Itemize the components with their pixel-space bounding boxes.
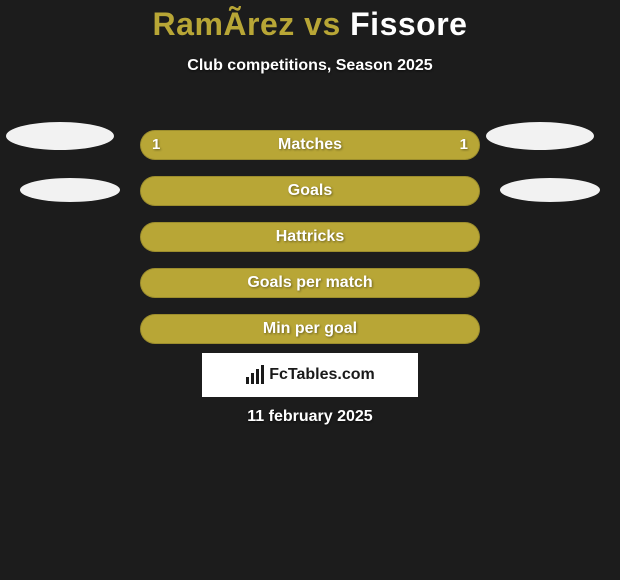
title-player-b: Fissore (350, 6, 467, 42)
title: RamÃ­rez vs Fissore (0, 0, 620, 43)
stat-row: Min per goal (0, 306, 620, 352)
stat-row: Hattricks (0, 214, 620, 260)
stat-label: Hattricks (140, 222, 480, 252)
stat-rows: 1 Matches 1 Goals Hattricks Goals per ma… (0, 122, 620, 352)
stat-row: 1 Matches 1 (0, 122, 620, 168)
title-sep: vs (295, 6, 350, 42)
stat-label: Goals per match (140, 268, 480, 298)
bars-icon (245, 365, 265, 385)
logo-box: FcTables.com (202, 353, 418, 397)
stat-label: Min per goal (140, 314, 480, 344)
stat-label: Matches (140, 130, 480, 160)
comparison-canvas: RamÃ­rez vs Fissore Club competitions, S… (0, 0, 620, 580)
date-text: 11 february 2025 (0, 408, 620, 426)
title-player-a: RamÃ­rez (153, 6, 295, 42)
subtitle: Club competitions, Season 2025 (0, 57, 620, 75)
stat-value-right: 1 (460, 130, 468, 160)
stat-row: Goals per match (0, 260, 620, 306)
logo-text: FcTables.com (269, 366, 375, 384)
stat-label: Goals (140, 176, 480, 206)
stat-row: Goals (0, 168, 620, 214)
